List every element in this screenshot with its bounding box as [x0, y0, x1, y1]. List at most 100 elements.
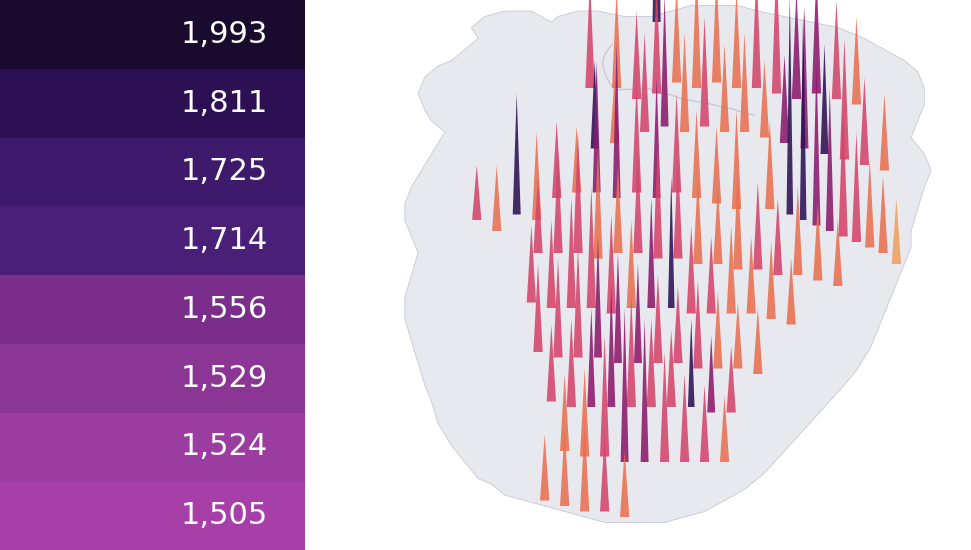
Polygon shape	[732, 110, 741, 209]
Polygon shape	[553, 154, 562, 253]
Polygon shape	[747, 236, 755, 314]
Polygon shape	[653, 0, 660, 22]
Polygon shape	[600, 434, 610, 512]
Text: 1,811: 1,811	[181, 89, 268, 118]
Polygon shape	[720, 44, 729, 132]
Polygon shape	[891, 198, 901, 264]
Polygon shape	[626, 297, 636, 407]
Text: 1,725: 1,725	[181, 157, 268, 186]
Polygon shape	[594, 236, 602, 358]
Polygon shape	[560, 429, 569, 506]
Polygon shape	[772, 0, 781, 94]
Polygon shape	[648, 198, 655, 308]
Polygon shape	[879, 176, 887, 253]
Polygon shape	[653, 275, 662, 363]
Polygon shape	[653, 77, 660, 198]
Bar	[0, 206, 305, 275]
Polygon shape	[652, 0, 661, 94]
Polygon shape	[632, 82, 641, 192]
Polygon shape	[590, 60, 599, 148]
Polygon shape	[634, 264, 642, 363]
Polygon shape	[607, 214, 616, 314]
Polygon shape	[633, 154, 643, 253]
Polygon shape	[687, 319, 694, 407]
Polygon shape	[600, 336, 610, 456]
Polygon shape	[580, 368, 589, 456]
Polygon shape	[673, 286, 683, 363]
Polygon shape	[580, 424, 589, 512]
Polygon shape	[820, 44, 828, 154]
Polygon shape	[780, 55, 789, 143]
Polygon shape	[612, 0, 621, 88]
Polygon shape	[540, 434, 550, 500]
Polygon shape	[560, 374, 569, 451]
Bar	[0, 0, 305, 69]
Polygon shape	[825, 88, 834, 231]
Polygon shape	[619, 451, 629, 517]
Polygon shape	[838, 104, 848, 236]
Polygon shape	[547, 220, 556, 308]
Polygon shape	[614, 165, 622, 253]
Polygon shape	[765, 121, 775, 209]
Polygon shape	[752, 0, 761, 88]
Text: 1,524: 1,524	[181, 432, 268, 461]
Polygon shape	[653, 138, 662, 258]
Polygon shape	[692, 110, 701, 198]
Polygon shape	[726, 346, 736, 412]
Polygon shape	[787, 258, 796, 324]
Polygon shape	[787, 0, 793, 214]
Polygon shape	[692, 0, 701, 88]
Text: 1,714: 1,714	[181, 226, 268, 255]
Polygon shape	[773, 198, 783, 275]
Polygon shape	[793, 187, 802, 275]
Polygon shape	[680, 374, 689, 462]
Polygon shape	[732, 0, 741, 88]
Polygon shape	[607, 286, 616, 407]
Polygon shape	[813, 60, 820, 226]
Polygon shape	[832, 0, 841, 99]
Polygon shape	[833, 220, 843, 286]
Polygon shape	[714, 292, 722, 368]
Polygon shape	[672, 94, 682, 192]
Polygon shape	[573, 132, 583, 253]
Polygon shape	[686, 226, 696, 314]
Polygon shape	[865, 160, 875, 248]
Polygon shape	[553, 258, 562, 358]
Polygon shape	[513, 94, 520, 214]
Polygon shape	[753, 308, 762, 374]
Polygon shape	[532, 132, 542, 220]
Bar	[0, 275, 305, 344]
Polygon shape	[573, 248, 583, 358]
Bar	[0, 69, 305, 138]
Polygon shape	[693, 176, 703, 264]
Polygon shape	[592, 60, 601, 192]
Polygon shape	[587, 308, 595, 407]
Polygon shape	[812, 0, 821, 94]
Polygon shape	[880, 94, 889, 170]
Polygon shape	[726, 226, 736, 314]
Polygon shape	[813, 204, 822, 280]
Polygon shape	[852, 16, 861, 104]
Polygon shape	[700, 385, 709, 462]
Polygon shape	[760, 60, 769, 138]
Bar	[0, 138, 305, 206]
Polygon shape	[859, 77, 869, 165]
Polygon shape	[660, 0, 669, 126]
Polygon shape	[668, 176, 675, 308]
Polygon shape	[632, 11, 641, 99]
Polygon shape	[673, 160, 683, 258]
Text: 1,529: 1,529	[181, 364, 268, 393]
Polygon shape	[640, 33, 650, 132]
Polygon shape	[660, 352, 669, 462]
Text: 1,556: 1,556	[181, 295, 268, 324]
Polygon shape	[714, 187, 722, 264]
Polygon shape	[647, 319, 656, 407]
Polygon shape	[626, 220, 636, 308]
Polygon shape	[472, 165, 482, 220]
Polygon shape	[572, 126, 582, 192]
Polygon shape	[852, 132, 861, 242]
Polygon shape	[672, 0, 682, 82]
Polygon shape	[613, 44, 620, 198]
Polygon shape	[693, 280, 703, 368]
Polygon shape	[614, 253, 622, 363]
